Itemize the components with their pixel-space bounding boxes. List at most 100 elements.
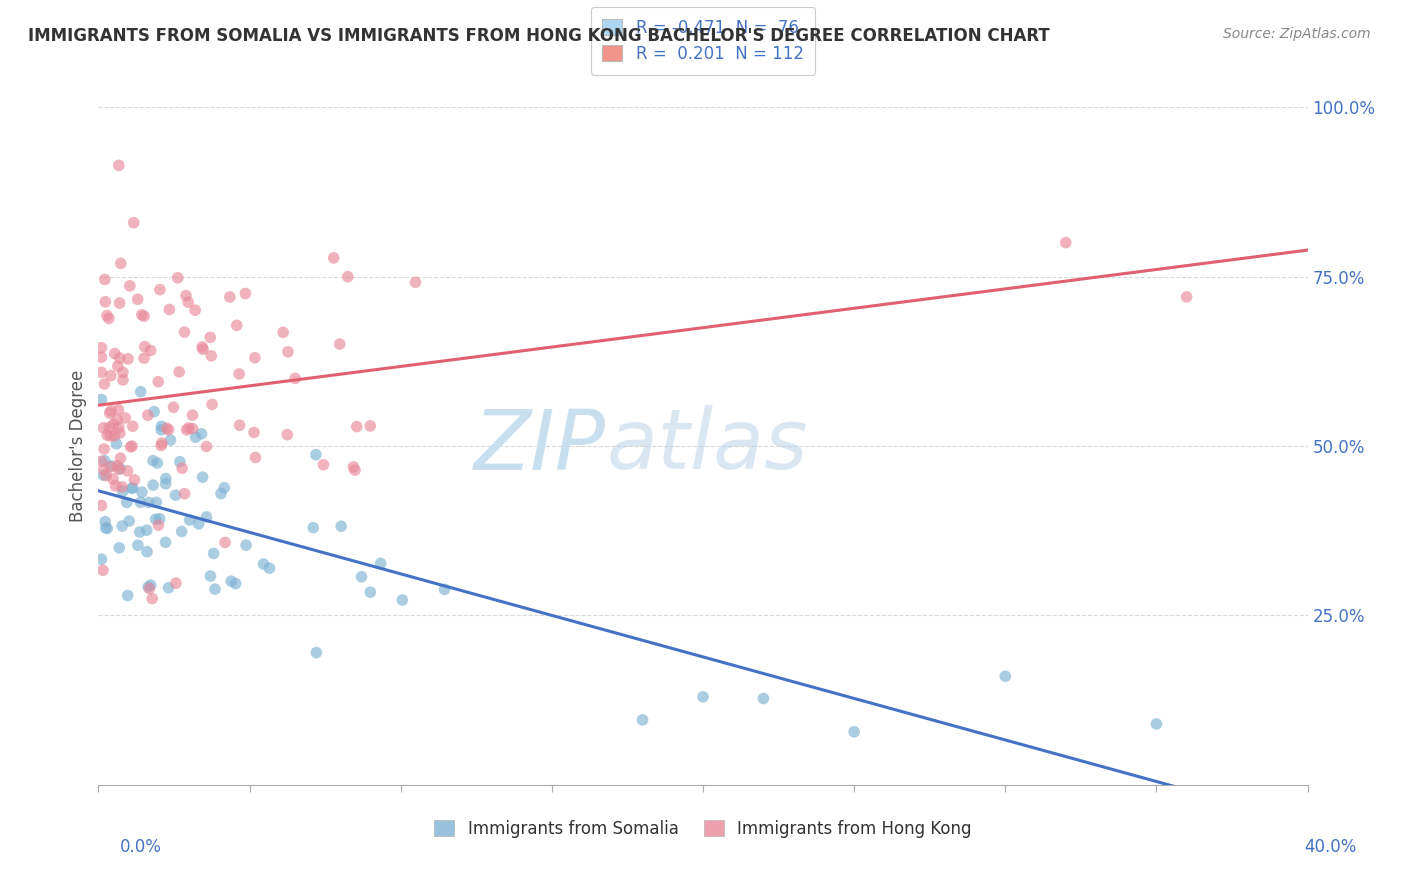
Point <box>142 453 165 467</box>
Point <box>120 440 142 454</box>
Point <box>155 476 177 491</box>
Point <box>336 269 359 284</box>
Point <box>1175 290 1198 304</box>
Point <box>276 427 298 442</box>
Point <box>104 346 127 360</box>
Point <box>343 463 366 477</box>
Point <box>111 366 134 380</box>
Point <box>136 580 159 594</box>
Point <box>201 397 224 411</box>
Point <box>98 420 121 434</box>
Point <box>155 535 177 549</box>
Point <box>150 439 173 453</box>
Point <box>174 288 197 302</box>
Point <box>103 429 125 443</box>
Point <box>225 576 247 591</box>
Point <box>107 158 129 172</box>
Point <box>107 458 129 473</box>
Point <box>150 423 173 437</box>
Point <box>330 519 353 533</box>
Point <box>108 351 131 365</box>
Text: Source: ZipAtlas.com: Source: ZipAtlas.com <box>1223 27 1371 41</box>
Point <box>108 426 131 441</box>
Point <box>118 514 141 528</box>
Point <box>170 524 193 539</box>
Point <box>391 593 413 607</box>
Point <box>305 646 328 660</box>
Point <box>105 413 128 427</box>
Point <box>173 486 195 500</box>
Point <box>214 535 236 549</box>
Point <box>104 479 127 493</box>
Point <box>100 403 122 417</box>
Point <box>235 538 257 552</box>
Text: 40.0%: 40.0% <box>1305 838 1357 856</box>
Point <box>228 367 250 381</box>
Point <box>359 585 381 599</box>
Point <box>195 509 218 524</box>
Point <box>157 581 180 595</box>
Point <box>181 408 204 422</box>
Text: ZIP: ZIP <box>474 406 606 486</box>
Point <box>107 402 129 417</box>
Point <box>187 516 209 531</box>
Point <box>108 420 131 434</box>
Point <box>149 283 172 297</box>
Point <box>177 421 200 435</box>
Point <box>94 521 117 535</box>
Point <box>108 541 131 555</box>
Point <box>191 470 214 484</box>
Point <box>110 256 132 270</box>
Point <box>302 521 325 535</box>
Point <box>1054 235 1077 250</box>
Point <box>111 519 134 533</box>
Point <box>752 691 775 706</box>
Point <box>110 451 132 466</box>
Point <box>157 302 180 317</box>
Point <box>202 546 225 560</box>
Point <box>166 270 188 285</box>
Y-axis label: Bachelor's Degree: Bachelor's Degree <box>69 370 87 522</box>
Point <box>129 384 152 399</box>
Point <box>124 473 146 487</box>
Point <box>148 375 170 389</box>
Point <box>312 458 335 472</box>
Point <box>214 481 236 495</box>
Point <box>184 430 207 444</box>
Point <box>184 303 207 318</box>
Point <box>370 557 392 571</box>
Point <box>90 552 112 566</box>
Point <box>159 433 181 447</box>
Point <box>91 563 114 577</box>
Point <box>138 495 160 509</box>
Point <box>195 440 218 454</box>
Point <box>90 454 112 468</box>
Point <box>111 484 134 499</box>
Point <box>103 417 125 432</box>
Point <box>131 308 153 322</box>
Point <box>277 344 299 359</box>
Point <box>176 423 198 437</box>
Point <box>122 216 145 230</box>
Point <box>98 429 121 443</box>
Point <box>96 521 118 535</box>
Point <box>169 455 191 469</box>
Point <box>225 318 247 333</box>
Point <box>98 406 121 420</box>
Point <box>90 392 112 407</box>
Point <box>145 495 167 509</box>
Point <box>329 337 352 351</box>
Point <box>108 462 131 476</box>
Point <box>228 418 250 433</box>
Point <box>132 309 155 323</box>
Point <box>162 401 184 415</box>
Point <box>631 713 654 727</box>
Point <box>179 513 201 527</box>
Point <box>121 419 143 434</box>
Point <box>117 464 139 478</box>
Point <box>131 485 153 500</box>
Point <box>132 351 155 366</box>
Point <box>134 340 156 354</box>
Point <box>143 405 166 419</box>
Point <box>94 294 117 309</box>
